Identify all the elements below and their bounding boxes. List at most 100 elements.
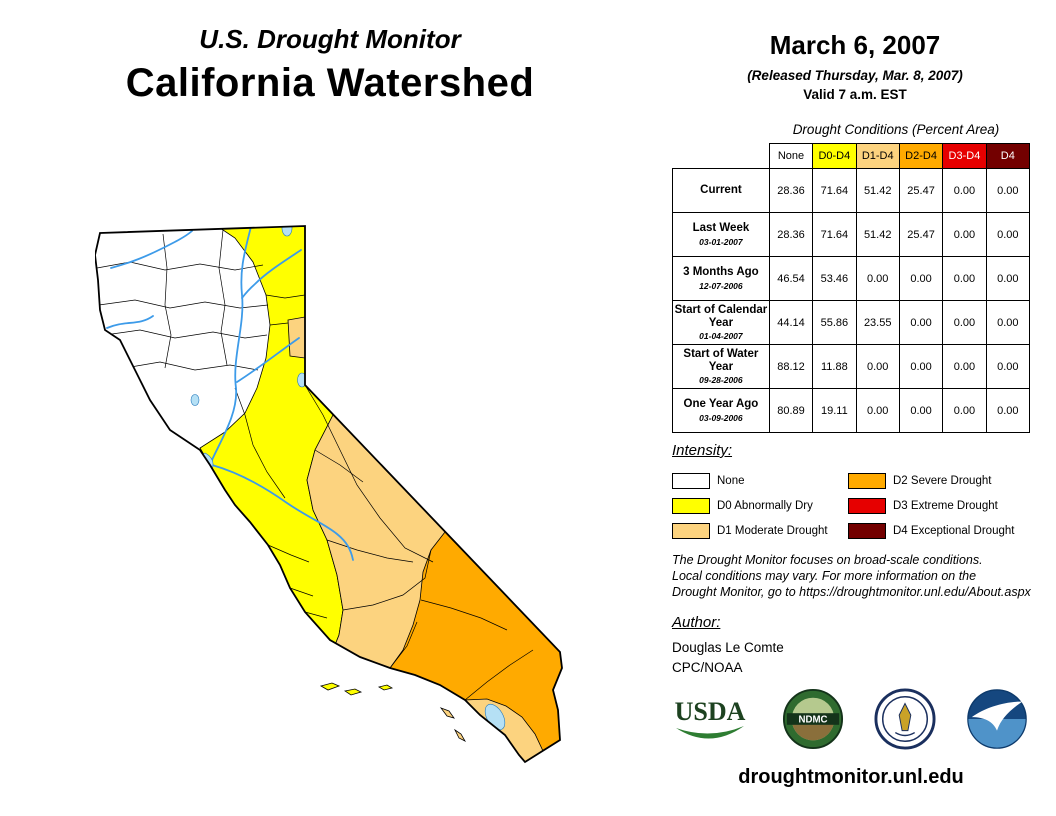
value-cell: 19.11 xyxy=(812,388,857,433)
row-date: 03-01-2007 xyxy=(699,236,743,247)
value-cell: 80.89 xyxy=(768,388,814,433)
commerce-emblem-icon xyxy=(898,702,912,732)
value-cell: 0.00 xyxy=(985,212,1031,257)
noaa-logo xyxy=(967,689,1027,749)
commerce-logo xyxy=(874,688,936,750)
value-cell: 0.00 xyxy=(855,388,900,433)
value-cell: 0.00 xyxy=(985,300,1031,345)
value-cell: 88.12 xyxy=(768,344,814,389)
drought-conditions-table: None D0-D4 D1-D4 D2-D4 D3-D4 D4 Current … xyxy=(672,143,1031,433)
value-cell: 0.00 xyxy=(985,168,1031,213)
table-title: Drought Conditions (Percent Area) xyxy=(792,122,1000,137)
row-date: 09-28-2006 xyxy=(699,375,743,386)
title-block: U.S. Drought Monitor California Watershe… xyxy=(90,24,570,106)
legend-title: Intensity: xyxy=(672,442,733,459)
ndmc-logo: NDMC xyxy=(782,688,844,750)
value-cell: 0.00 xyxy=(855,344,900,389)
value-cell: 28.36 xyxy=(768,168,814,213)
col-header-none: None xyxy=(768,143,814,169)
value-cell: 25.47 xyxy=(898,168,944,213)
value-cell: 0.00 xyxy=(942,300,987,345)
monitor-title: U.S. Drought Monitor xyxy=(199,24,461,54)
d2-swatch xyxy=(848,472,886,489)
col-header-d3-d4: D3-D4 xyxy=(942,143,987,169)
row-label: Last Week xyxy=(692,222,750,235)
value-cell: 0.00 xyxy=(898,344,944,389)
author-org: CPC/NOAA xyxy=(672,660,743,675)
value-cell: 46.54 xyxy=(768,256,814,301)
value-cell: 0.00 xyxy=(985,256,1031,301)
ndmc-text: NDMC xyxy=(798,714,827,725)
none-swatch xyxy=(672,472,710,489)
value-cell: 23.55 xyxy=(855,300,900,345)
legend-item-d1: D1 Moderate Drought xyxy=(672,518,848,543)
row-label: Start of Water Year xyxy=(683,347,759,373)
value-cell: 0.00 xyxy=(898,388,944,433)
row-label: Current xyxy=(700,183,742,196)
usda-swoosh-icon xyxy=(676,726,744,739)
agency-logos: USDA NDMC xyxy=(668,688,1028,750)
noaa-bird-icon xyxy=(971,701,1023,731)
value-cell: 55.86 xyxy=(812,300,857,345)
drought-conditions-block: Drought Conditions (Percent Area) None D… xyxy=(672,122,1031,433)
author-name: Douglas Le Comte xyxy=(672,640,784,655)
table-row: One Year Ago 03-09-2006 80.89 19.11 0.00 … xyxy=(672,388,1031,433)
author-title: Author: xyxy=(672,614,721,631)
value-cell: 0.00 xyxy=(942,388,987,433)
table-row: Current 28.36 71.64 51.42 25.47 0.00 0.0… xyxy=(672,168,1031,213)
valid-time: Valid 7 a.m. EST xyxy=(803,87,907,102)
table-row: 3 Months Ago 12-07-2006 46.54 53.46 0.00 … xyxy=(672,256,1031,301)
disclaimer-text: The Drought Monitor focuses on broad-sca… xyxy=(672,553,1031,599)
table-corner xyxy=(673,144,770,169)
value-cell: 0.00 xyxy=(898,300,944,345)
row-label: One Year Ago xyxy=(683,398,759,411)
value-cell: 25.47 xyxy=(898,212,944,257)
row-date: 01-04-2007 xyxy=(699,331,743,342)
d4-swatch xyxy=(848,522,886,539)
value-cell: 51.42 xyxy=(855,212,900,257)
droughtmonitor-url[interactable]: droughtmonitor.unl.edu xyxy=(738,766,964,788)
value-cell: 28.36 xyxy=(768,212,814,257)
value-cell: 0.00 xyxy=(942,212,987,257)
value-cell: 71.64 xyxy=(812,168,857,213)
value-cell: 44.14 xyxy=(768,300,814,345)
legend-item-d0: D0 Abnormally Dry xyxy=(672,493,848,518)
author-block: Author: Douglas Le Comte CPC/NOAA xyxy=(672,614,784,675)
legend-item-d3: D3 Extreme Drought xyxy=(848,493,1032,518)
table-row: Start of Calendar Year 01-04-2007 44.14 5… xyxy=(672,300,1031,345)
row-date: 03-09-2006 xyxy=(699,412,743,423)
map-svg xyxy=(94,225,563,764)
legend-item-d2: D2 Severe Drought xyxy=(848,468,1032,493)
value-cell: 53.46 xyxy=(812,256,857,301)
col-header-d0-d4: D0-D4 xyxy=(812,143,857,169)
row-date: 12-07-2006 xyxy=(699,280,743,291)
value-cell: 11.88 xyxy=(812,344,857,389)
row-label: Start of Calendar Year xyxy=(674,303,768,329)
state-border xyxy=(94,225,563,764)
value-cell: 0.00 xyxy=(942,344,987,389)
d1-swatch xyxy=(672,522,710,539)
value-cell: 0.00 xyxy=(898,256,944,301)
california-drought-map xyxy=(94,210,595,790)
table-row: Start of Water Year 09-28-2006 88.12 11.8… xyxy=(672,344,1031,389)
value-cell: 0.00 xyxy=(942,168,987,213)
map-date: March 6, 2007 xyxy=(769,30,941,60)
channel-islands xyxy=(319,682,467,742)
d3-swatch xyxy=(848,497,886,514)
value-cell: 0.00 xyxy=(942,256,987,301)
col-header-d4: D4 xyxy=(985,143,1031,169)
watershed-boundaries xyxy=(96,229,534,701)
rivers xyxy=(106,226,354,561)
legend-item-d4: D4 Exceptional Drought xyxy=(848,518,1032,543)
region-d1-north-patch xyxy=(287,316,306,359)
value-cell: 71.64 xyxy=(812,212,857,257)
col-header-d2-d4: D2-D4 xyxy=(898,143,944,169)
released-date: (Released Thursday, Mar. 8, 2007) xyxy=(747,68,963,83)
legend-item-none: None xyxy=(672,468,848,493)
value-cell: 0.00 xyxy=(985,344,1031,389)
col-header-d1-d4: D1-D4 xyxy=(855,143,900,169)
usda-logo: USDA xyxy=(675,697,746,739)
page-title: California Watershed xyxy=(125,61,535,105)
value-cell: 0.00 xyxy=(855,256,900,301)
